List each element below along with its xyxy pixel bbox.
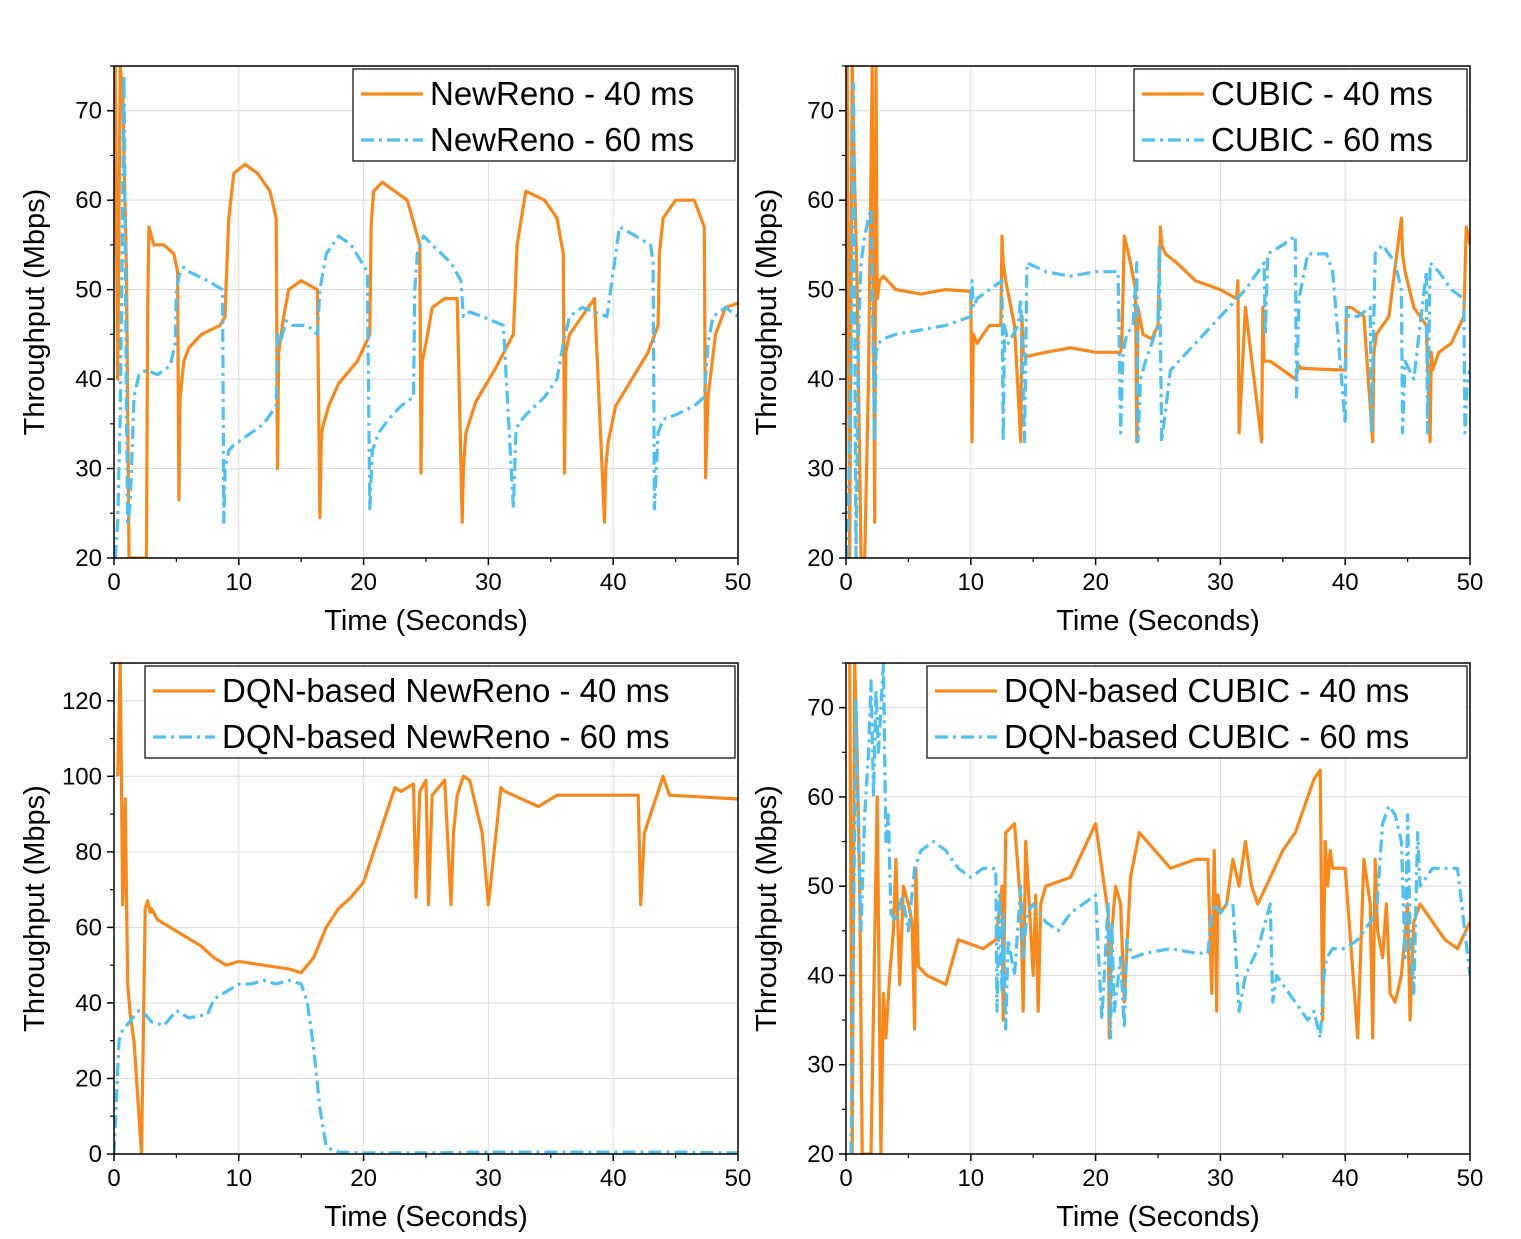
y-tick-label: 0 [89, 1141, 102, 1168]
series-line-60ms [114, 73, 738, 558]
x-tick-label: 10 [225, 569, 252, 596]
x-tick-label: 50 [1457, 1165, 1484, 1192]
legend-box [926, 665, 1468, 759]
x-tick-label: 0 [107, 1165, 120, 1192]
y-tick-label: 120 [62, 688, 102, 715]
x-tick-label: 20 [350, 569, 377, 596]
legend-box [144, 665, 736, 759]
y-axis-label: Throughput (Mbps) [19, 189, 51, 436]
y-tick-label: 30 [807, 1052, 834, 1079]
chart-panel-3: 0 10 20 30 40 50 0 20 40 60 80 100 120 Time (Seconds)… [19, 662, 752, 1233]
legend-box [352, 68, 736, 162]
legend: DQN-based CUBIC - 40 ms DQN-based CUBIC -… [926, 665, 1468, 759]
x-tick-label: 30 [1207, 569, 1234, 596]
legend-label: CUBIC - 60 ms [1211, 121, 1433, 158]
x-tick-label: 20 [1082, 569, 1109, 596]
y-axis-label: Throughput (Mbps) [19, 785, 51, 1032]
series-group [114, 66, 738, 558]
x-tick-label: 10 [957, 1165, 984, 1192]
x-tick-label: 50 [725, 569, 752, 596]
y-tick-label: 30 [75, 456, 102, 483]
y-tick-label: 60 [807, 784, 834, 811]
x-tick-label: 30 [475, 569, 502, 596]
legend-label: DQN-based NewReno - 60 ms [222, 718, 670, 755]
y-tick-label: 70 [75, 98, 102, 125]
y-tick-label: 20 [807, 1141, 834, 1168]
legend-label: NewReno - 60 ms [430, 121, 694, 158]
x-tick-label: 30 [1207, 1165, 1234, 1192]
series-line-40ms [114, 66, 738, 558]
x-axis-label: Time (Seconds) [324, 605, 528, 637]
x-tick-label: 30 [475, 1165, 502, 1192]
y-tick-label: 40 [75, 990, 102, 1017]
x-tick-label: 40 [600, 569, 627, 596]
x-tick-label: 40 [1332, 1165, 1359, 1192]
series-line-60ms [846, 82, 1470, 558]
legend: NewReno - 40 ms NewReno - 60 ms [352, 68, 736, 162]
y-tick-label: 20 [807, 545, 834, 572]
x-tick-label: 10 [957, 569, 984, 596]
x-tick-label: 50 [1457, 569, 1484, 596]
y-tick-label: 60 [807, 187, 834, 214]
x-axis-label: Time (Seconds) [324, 1201, 528, 1233]
x-tick-label: 40 [1332, 569, 1359, 596]
x-tick-label: 10 [225, 1165, 252, 1192]
y-tick-label: 60 [75, 187, 102, 214]
chart-panel-2: 0 10 20 30 40 50 20 30 40 50 60 70 Time (Seconds) Thr… [751, 65, 1484, 637]
y-tick-label: 20 [75, 545, 102, 572]
y-tick-label: 70 [807, 98, 834, 125]
x-tick-label: 50 [725, 1165, 752, 1192]
y-tick-label: 30 [807, 456, 834, 483]
x-tick-label: 0 [839, 569, 852, 596]
legend-label: NewReno - 40 ms [430, 75, 694, 112]
x-tick-label: 40 [600, 1165, 627, 1192]
y-tick-label: 80 [75, 839, 102, 866]
y-tick-label: 40 [807, 962, 834, 989]
y-tick-label: 70 [807, 695, 834, 722]
x-tick-label: 0 [839, 1165, 852, 1192]
y-tick-label: 50 [807, 873, 834, 900]
x-axis-label: Time (Seconds) [1056, 605, 1260, 637]
legend-label: DQN-based CUBIC - 40 ms [1004, 672, 1409, 709]
y-tick-label: 100 [62, 763, 102, 790]
y-tick-label: 50 [807, 277, 834, 304]
series-group [846, 66, 1470, 558]
chart-panel-1: 0 10 20 30 40 50 20 30 40 50 60 70 Time (Seconds) Thr… [19, 65, 752, 637]
series-line-40ms [848, 663, 1470, 1154]
x-tick-label: 20 [350, 1165, 377, 1192]
legend-box [1133, 68, 1468, 162]
x-tick-label: 0 [107, 569, 120, 596]
series-group [848, 663, 1470, 1154]
y-axis-label: Throughput (Mbps) [751, 189, 783, 436]
y-tick-label: 20 [75, 1065, 102, 1092]
series-line-60ms [849, 663, 1470, 1154]
x-axis-label: Time (Seconds) [1056, 1201, 1260, 1233]
y-tick-label: 60 [75, 914, 102, 941]
legend: DQN-based NewReno - 40 ms DQN-based NewRe… [144, 665, 736, 759]
y-tick-label: 40 [807, 366, 834, 393]
legend: CUBIC - 40 ms CUBIC - 60 ms [1133, 68, 1468, 162]
y-tick-label: 40 [75, 366, 102, 393]
legend-label: DQN-based NewReno - 40 ms [222, 672, 670, 709]
series-line-40ms [116, 663, 738, 1154]
chart-panel-4: 0 10 20 30 40 50 20 30 40 50 60 70 Time (Seconds) Thr… [751, 662, 1484, 1233]
series-line-60ms [114, 978, 738, 1154]
x-tick-label: 20 [1082, 1165, 1109, 1192]
legend-label: DQN-based CUBIC - 60 ms [1004, 718, 1409, 755]
y-axis-label: Throughput (Mbps) [751, 785, 783, 1032]
y-tick-label: 50 [75, 277, 102, 304]
series-group [114, 663, 738, 1154]
series-line-40ms [846, 66, 1470, 558]
legend-label: CUBIC - 40 ms [1211, 75, 1433, 112]
